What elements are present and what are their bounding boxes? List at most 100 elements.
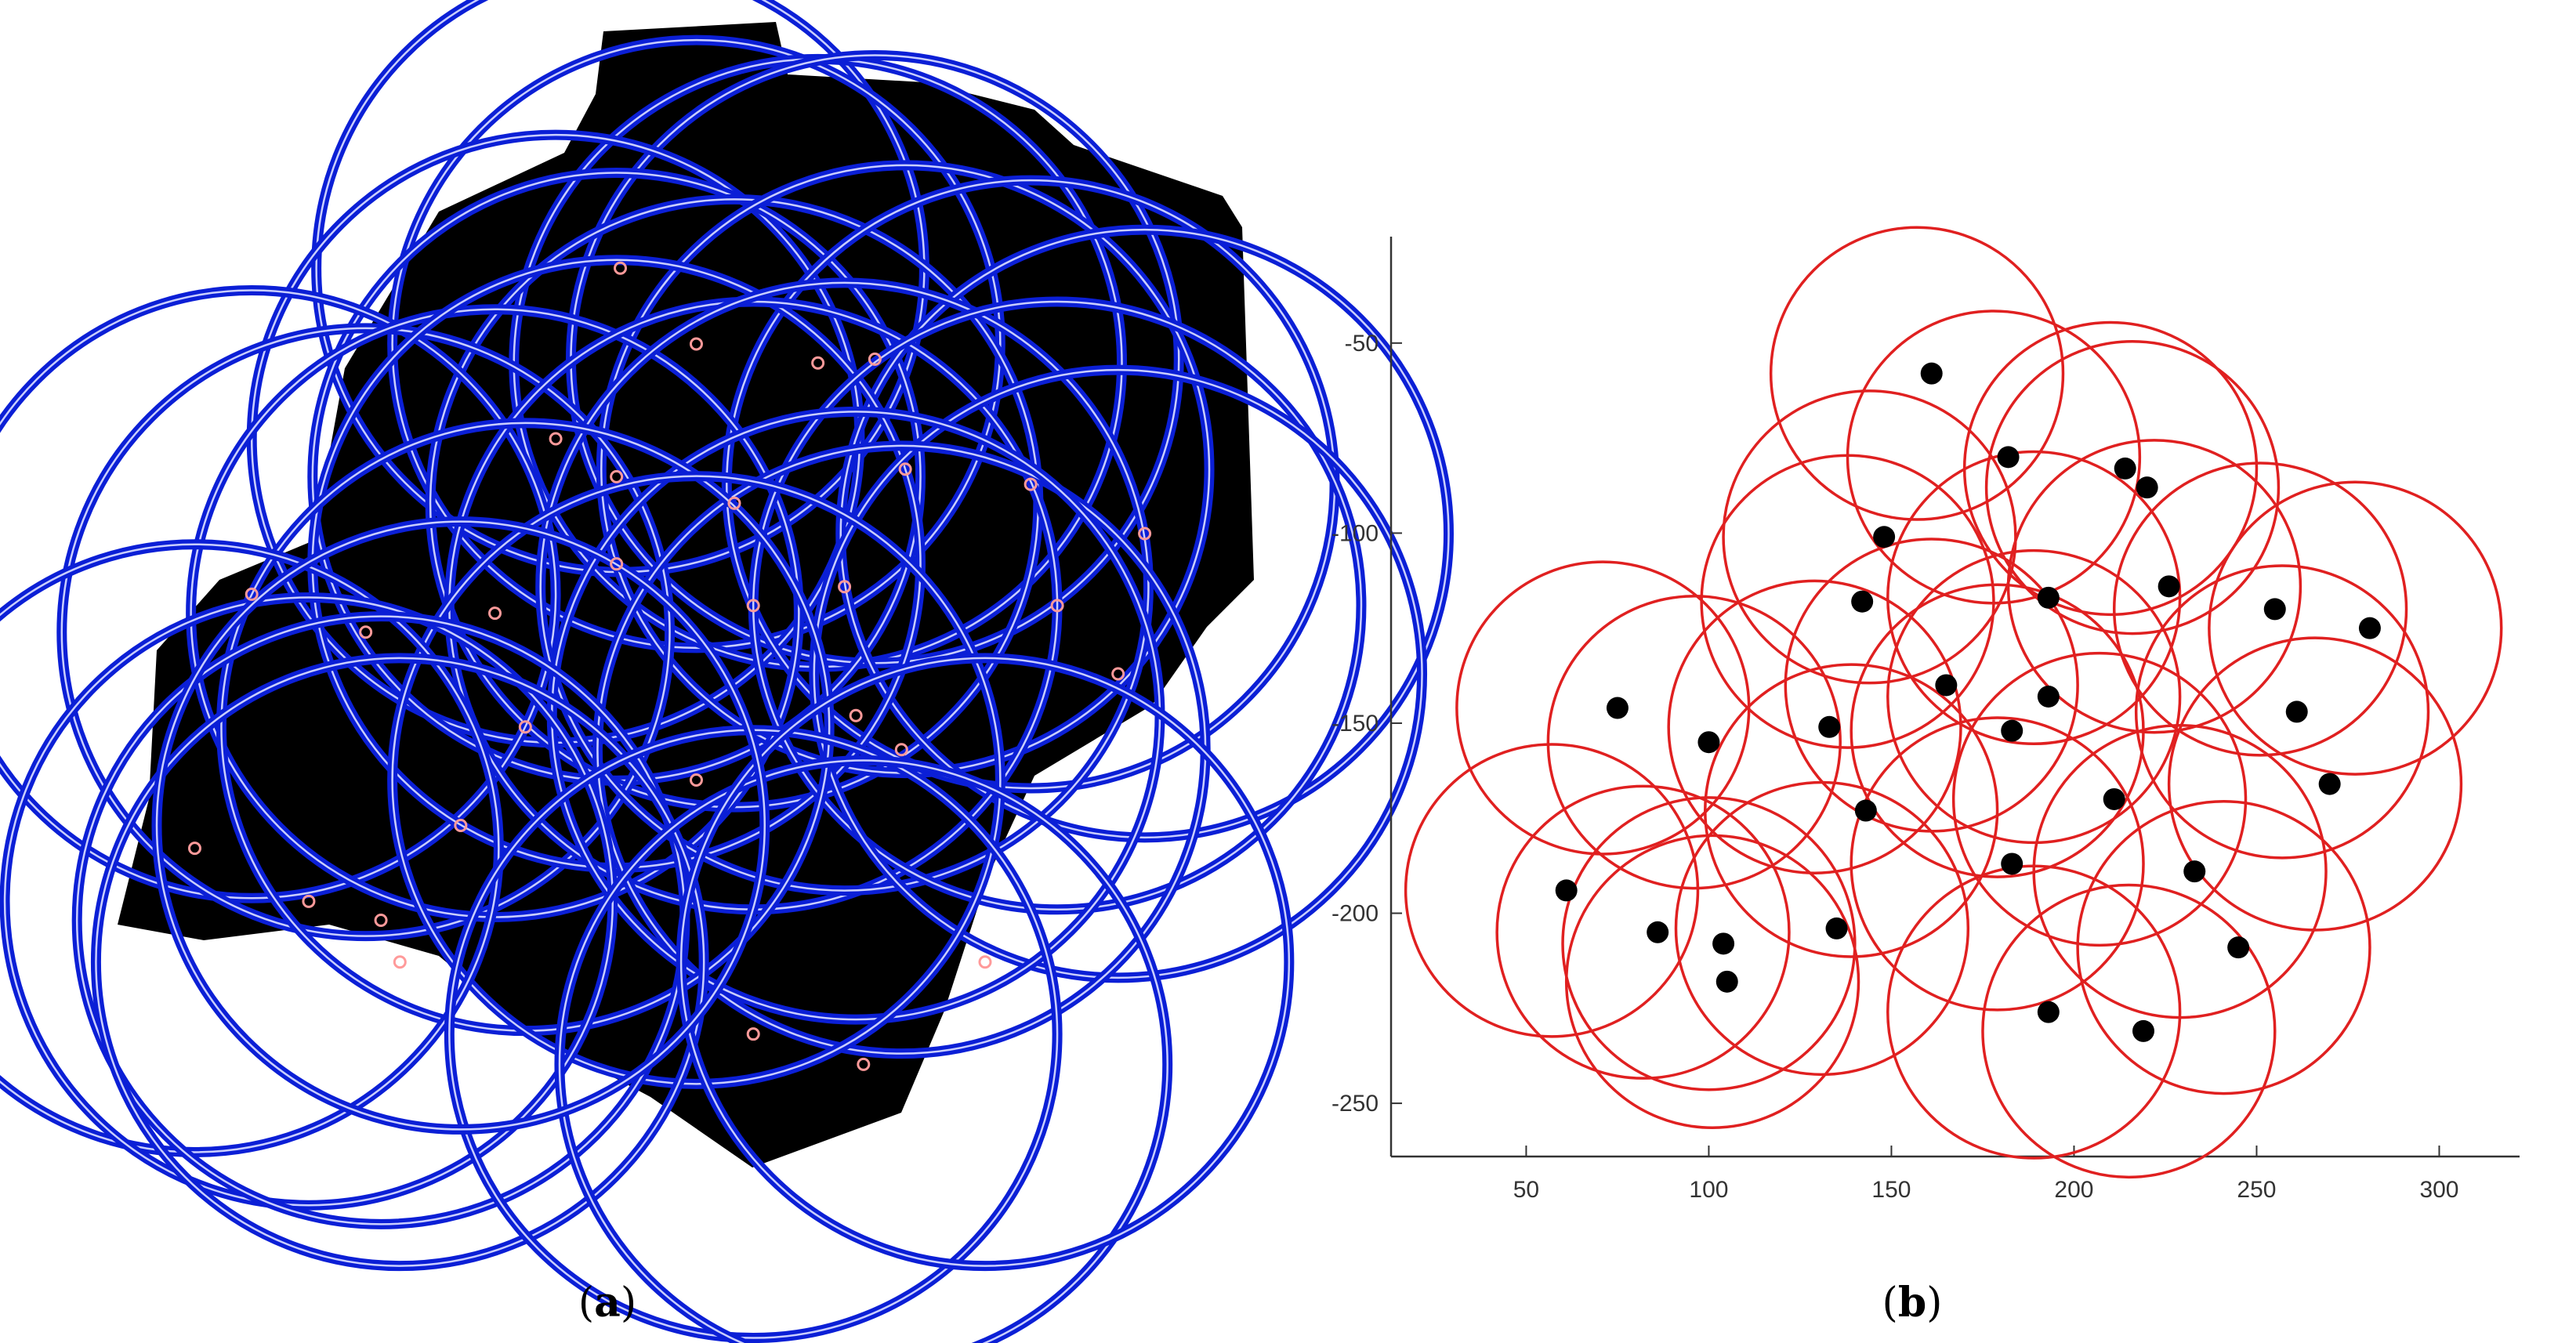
panel-a-point-14 [746, 599, 760, 613]
panel-a-circle-highlight-25 [95, 657, 705, 1267]
panel-b-circles [1404, 226, 2503, 1179]
panel-a-point-25 [393, 955, 407, 969]
panel-a-point-28 [978, 955, 992, 969]
panel-b-circle-26 [1674, 780, 1970, 1077]
panel-b-circle-23 [1495, 784, 1791, 1080]
panel-a-point-0 [614, 261, 628, 275]
x-tick-label-200: 200 [2054, 1177, 2093, 1203]
panel-b-circle-3 [1984, 340, 2281, 635]
panel-b-point-29 [2132, 1019, 2154, 1042]
panel-b-circle-20 [1850, 716, 2145, 1012]
panel-b-point-14 [2037, 686, 2060, 708]
panel-a-point-13 [610, 557, 624, 571]
panel-b-circle-27 [2076, 800, 2371, 1095]
panel-b-circle-25 [1564, 834, 1860, 1130]
panel-b-point-3 [2136, 476, 2158, 499]
panel-a-point-21 [689, 773, 703, 787]
panel-a-circle-highlight-11 [60, 327, 671, 937]
panel-b-circle-12 [1667, 579, 1962, 874]
panel-a-circle-highlight-22 [0, 543, 500, 1153]
panel-a-point-2 [811, 356, 825, 370]
panel-b-point-24 [1712, 932, 1735, 955]
panel-a-point-17 [1111, 667, 1125, 681]
panel-a-point-15 [838, 580, 852, 594]
x-tick-label-250: 250 [2237, 1177, 2276, 1203]
panel-a-circle-highlight-1 [391, 38, 1002, 650]
panel-b-point-1 [1997, 446, 2020, 469]
panel-b-point-19 [1854, 799, 1877, 822]
panel-a-point-9 [1138, 527, 1152, 541]
x-tick-label-150: 150 [1871, 1177, 1911, 1203]
panel-b-point-16 [2285, 700, 2308, 723]
panel-b-point-7 [1851, 590, 1874, 613]
panel-a-circle-highlight-17 [813, 368, 1423, 979]
panel-b-point-17 [2318, 773, 2341, 795]
panel-a-point-5 [610, 469, 624, 483]
panel-a-point-16 [1050, 599, 1064, 613]
panel-b-point-26 [1825, 917, 1848, 939]
panel-a-point-7 [898, 462, 912, 476]
panel-a-point-10 [245, 587, 259, 601]
panel-b-point-12 [1818, 715, 1841, 738]
panel-a-point-20 [518, 720, 532, 734]
panel-b-point-25 [1716, 970, 1738, 993]
panel-a-point-22 [187, 842, 201, 856]
panel-a-circles [0, 0, 1454, 1343]
panel-a-circle-highlight-21 [391, 475, 1002, 1085]
panel-b-point-4 [1873, 526, 1896, 548]
panel-a-point-1 [689, 337, 703, 351]
panel-b-point-15 [2001, 719, 2023, 742]
panel-b-circle-16 [2134, 564, 2430, 860]
panel-a-point-29 [454, 819, 468, 833]
panel-a-point-8 [1024, 477, 1038, 491]
panel-b-circle-28 [1886, 864, 2182, 1160]
panel-a-circle-highlight-16 [752, 300, 1363, 911]
panel-b-point-0 [1920, 362, 1943, 385]
panel-b-point-6 [2037, 586, 2060, 609]
panel-b-point-13 [1935, 674, 1958, 697]
panel-b-circle-17 [2167, 636, 2463, 932]
panel-a-point-27 [857, 1057, 871, 1071]
panel-b-point-11 [1697, 731, 1720, 754]
panel-b-point-10 [1606, 697, 1629, 719]
panel-b-point-20 [2001, 852, 2023, 875]
caption-a: (a) [578, 1279, 636, 1327]
x-tick-label-100: 100 [1689, 1177, 1728, 1203]
panel-a-point-11 [359, 625, 373, 639]
panel-a-circle-highlight-15 [539, 281, 1150, 892]
panel-a-point-26 [746, 1027, 760, 1041]
y-tick-label--100: -100 [1331, 520, 1379, 546]
x-tick-label-50: 50 [1513, 1177, 1539, 1203]
panel-b-point-9 [2358, 617, 2381, 639]
panel-b-circle-11 [1546, 595, 1842, 890]
panel-b-point-18 [2103, 787, 2125, 810]
panel-b-point-27 [2227, 936, 2250, 959]
panel-a-point-6 [727, 496, 741, 510]
panel-b-point-22 [1555, 879, 1578, 902]
panel-b-point-2 [2114, 457, 2136, 480]
panel-b-point-5 [2158, 575, 2180, 598]
panel-b-axes: 50 100 150 200 250 300 -50 -100 -150 -200 -250 [1331, 237, 2520, 1203]
panel-b-point-21 [2183, 860, 2206, 883]
panel-b-points [1555, 362, 2381, 1042]
panel-b-scatter-plot: 50 100 150 200 250 300 -50 -100 -150 -200 -250 [1331, 226, 2520, 1203]
panel-b-circle-8 [2112, 462, 2408, 757]
y-tick-label--200: -200 [1331, 901, 1379, 927]
y-tick-label--50: -50 [1345, 331, 1379, 357]
panel-b-circle-29 [1981, 883, 2277, 1179]
panel-b-circle-9 [2208, 480, 2503, 776]
caption-b: (b) [1882, 1279, 1943, 1327]
y-tick-label--250: -250 [1331, 1091, 1379, 1117]
panel-b-point-23 [1647, 921, 1669, 943]
panel-a-circle-highlight-29 [155, 520, 766, 1131]
panel-b-circle-14 [1886, 548, 2182, 845]
panel-a-circle-highlight-10 [0, 289, 557, 900]
panel-a-point-12 [488, 606, 502, 621]
x-tick-label-300: 300 [2419, 1177, 2458, 1203]
panel-a-circle-highlight-9 [839, 228, 1450, 839]
panel-b-circle-19 [1704, 663, 1999, 958]
panel-a-point-18 [894, 743, 908, 757]
panel-a-point-24 [374, 914, 388, 928]
panel-a-point-4 [549, 432, 563, 446]
panel-a-point-23 [302, 894, 316, 908]
